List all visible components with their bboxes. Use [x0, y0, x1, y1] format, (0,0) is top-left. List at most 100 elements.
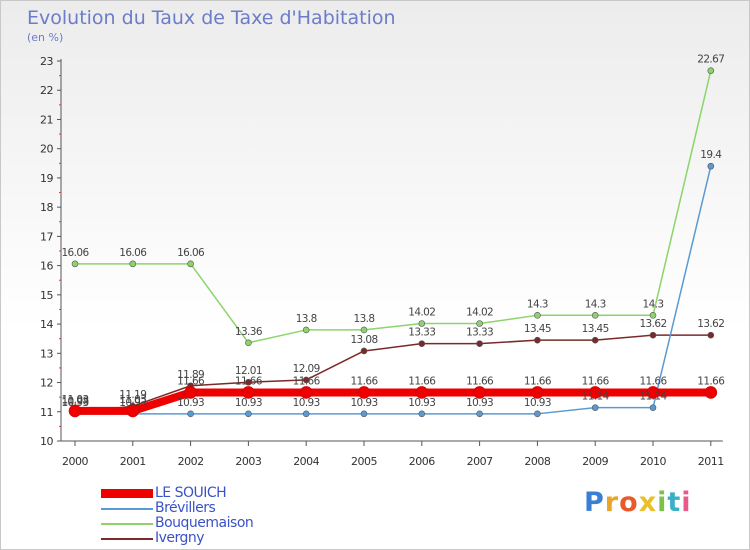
data-label: 11.66: [466, 375, 494, 387]
y-tick-label: 12: [40, 377, 53, 390]
data-label: 11.03: [119, 394, 146, 406]
series-line: [74, 334, 712, 414]
data-label: 11.66: [177, 375, 205, 387]
data-point: [591, 336, 599, 344]
x-tick-label: 2003: [235, 455, 261, 468]
data-label: 10.98: [61, 395, 88, 407]
data-point: [476, 410, 483, 418]
data-label: 11.66: [524, 375, 552, 387]
data-point: [591, 404, 599, 411]
x-tick-label: 2010: [640, 455, 666, 468]
data-label: 14.3: [527, 298, 548, 310]
x-tick-label: 2011: [698, 455, 724, 468]
series-le-souich: [68, 386, 718, 418]
data-label: 11.89: [177, 369, 204, 381]
data-label: 11.66: [697, 375, 725, 387]
data-label: 13.45: [524, 323, 551, 335]
data-point: [245, 410, 252, 418]
logo-letter: P: [584, 487, 605, 518]
data-label: 14.3: [585, 298, 606, 310]
data-label: 16.06: [177, 247, 205, 259]
data-label: 16.06: [61, 247, 89, 259]
logo-letter: i: [657, 487, 668, 518]
data-label: 13.45: [582, 323, 609, 335]
data-label: 13.33: [408, 327, 435, 339]
data-point: [707, 162, 715, 170]
data-point: [649, 331, 657, 339]
legend-swatch: [101, 538, 153, 540]
data-point: [299, 386, 313, 399]
data-point: [649, 312, 657, 319]
y-tick-label: 22: [40, 84, 53, 97]
data-point: [591, 312, 599, 319]
data-label: 14.02: [466, 306, 493, 318]
data-label: 13.62: [639, 318, 666, 330]
data-point: [418, 340, 426, 347]
y-tick-label: 14: [40, 318, 53, 331]
y-tick-label: 13: [40, 347, 53, 360]
y-tick-label: 16: [40, 260, 53, 273]
data-point: [126, 404, 140, 418]
x-tick-label: 2000: [62, 455, 88, 468]
data-point: [588, 386, 602, 399]
data-label: 13.36: [235, 326, 263, 338]
logo-letter: x: [638, 487, 658, 518]
data-point: [418, 410, 426, 418]
data-point: [242, 386, 255, 399]
y-tick-label: 20: [40, 143, 53, 156]
data-label: 10.93: [61, 397, 88, 409]
data-point: [415, 386, 429, 399]
data-point: [534, 312, 541, 319]
data-label: 11.66: [350, 375, 378, 387]
data-point: [476, 320, 483, 327]
data-point: [707, 331, 715, 339]
y-tick-label: 21: [40, 113, 53, 126]
series-bouquemaison: [71, 67, 715, 347]
data-label: 14.3: [643, 298, 664, 310]
logo-letter: t: [667, 487, 682, 518]
data-label: 11.66: [639, 375, 667, 387]
data-point: [534, 336, 541, 344]
series-line: [74, 69, 712, 344]
x-tick-label: 2007: [467, 455, 493, 468]
series-brevillers: [71, 162, 715, 418]
data-point: [245, 339, 252, 347]
data-point: [302, 326, 310, 334]
data-label: 11.66: [408, 375, 436, 387]
data-label: 10.93: [466, 397, 493, 409]
data-label: 10.93: [235, 397, 262, 409]
data-point: [649, 404, 657, 411]
data-point: [187, 260, 194, 268]
data-label: 11.66: [582, 375, 610, 387]
legend-swatch: [101, 523, 153, 525]
data-label: 10.93: [119, 397, 146, 409]
y-tick-label: 10: [40, 435, 53, 448]
proxiti-logo: Proxiti: [584, 487, 692, 518]
logo-letter: i: [681, 487, 692, 518]
y-tick-label: 11: [40, 406, 53, 419]
data-label: 11.03: [61, 394, 88, 406]
y-tick-label: 19: [40, 172, 53, 185]
data-label: 22.67: [697, 54, 724, 66]
data-point: [357, 386, 371, 399]
logo-letter: r: [604, 487, 620, 518]
x-tick-label: 2009: [582, 455, 608, 468]
data-label: 13.62: [697, 318, 724, 330]
x-tick-label: 2002: [178, 455, 204, 468]
x-tick-label: 2008: [524, 455, 550, 468]
data-point: [360, 410, 368, 418]
data-label: 10.93: [293, 397, 320, 409]
data-label: 10.93: [408, 397, 435, 409]
y-tick-label: 18: [40, 201, 53, 214]
logo-letter: o: [619, 487, 639, 518]
data-label: 13.08: [350, 334, 377, 346]
y-tick-label: 23: [40, 55, 53, 68]
data-point: [129, 260, 137, 268]
data-point: [71, 260, 79, 268]
x-tick-label: 2006: [409, 455, 435, 468]
x-tick-label: 2001: [120, 455, 146, 468]
data-label: 11.66: [235, 375, 263, 387]
chart-title: Evolution du Taux de Taxe d'Habitation: [27, 7, 396, 29]
